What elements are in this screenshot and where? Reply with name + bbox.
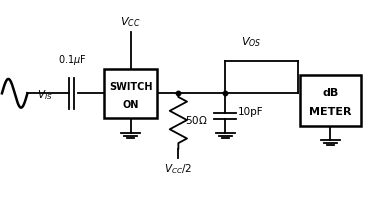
Text: dB: dB xyxy=(322,88,339,98)
Text: $V_{IS}$: $V_{IS}$ xyxy=(37,88,53,102)
Text: $V_{CC}$/2: $V_{CC}$/2 xyxy=(164,161,192,175)
Text: 10pF: 10pF xyxy=(238,106,263,116)
Bar xyxy=(104,69,157,118)
Text: $V_{CC}$: $V_{CC}$ xyxy=(120,15,141,29)
Text: $V_{OS}$: $V_{OS}$ xyxy=(241,35,261,49)
Text: ON: ON xyxy=(122,100,139,109)
Text: SWITCH: SWITCH xyxy=(109,81,152,91)
Text: METER: METER xyxy=(309,106,352,116)
Text: 50$\Omega$: 50$\Omega$ xyxy=(185,113,208,125)
Bar xyxy=(300,75,361,126)
Text: 0.1$\mu$F: 0.1$\mu$F xyxy=(58,52,87,66)
